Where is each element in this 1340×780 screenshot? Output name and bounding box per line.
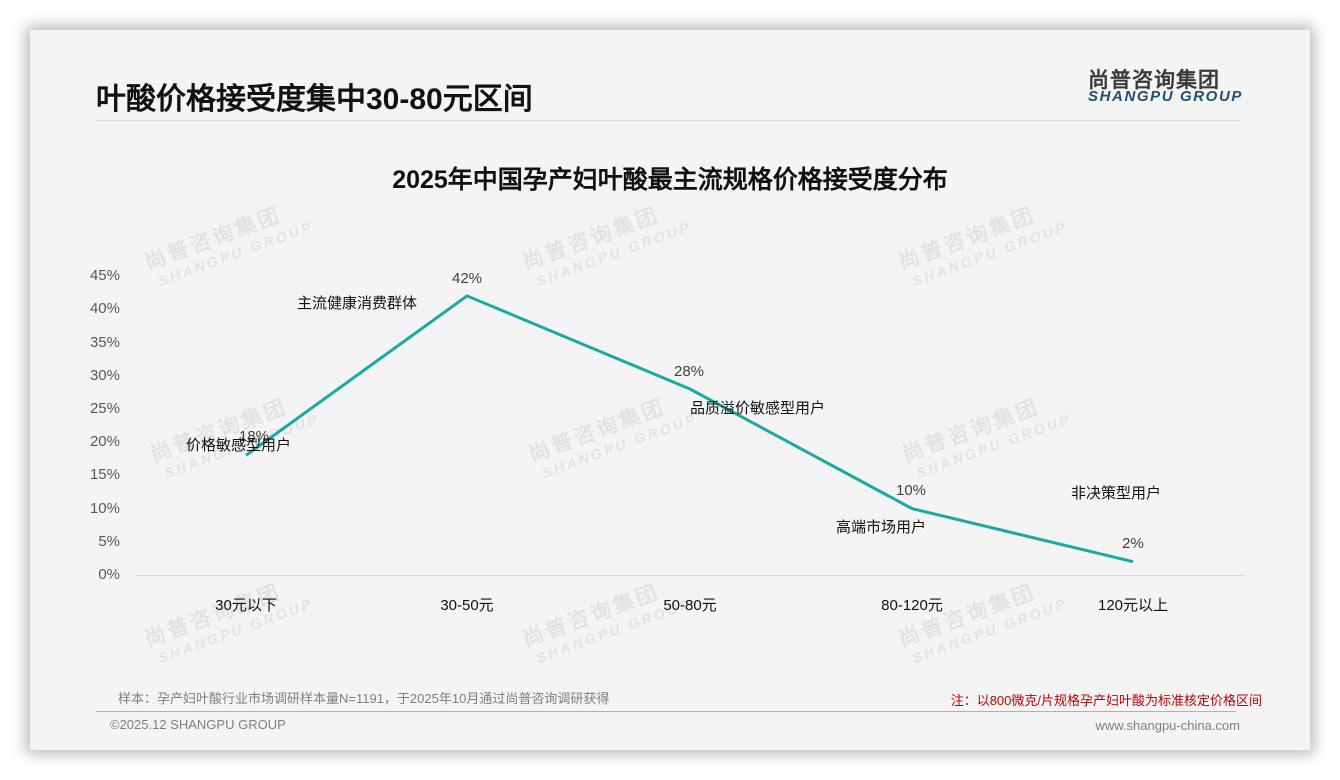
data-label: 10% — [895, 482, 927, 499]
x-tick-label: 120元以上 — [1097, 597, 1169, 614]
y-tick-label: 5% — [98, 533, 120, 550]
spec-note: 注：以800微克/片规格孕产妇叶酸为标准核定价格区间 — [950, 693, 1262, 708]
y-tick-label: 45% — [89, 267, 120, 284]
x-tick-label: 30元以下 — [215, 597, 277, 614]
segment-label: 非决策型用户 — [1071, 485, 1162, 502]
slide: 叶酸价格接受度集中30-80元区间 尚普咨询集团 SHANGPU GROUP 尚… — [30, 30, 1310, 750]
x-tick-label: 80-120元 — [881, 597, 943, 614]
logo-english-text: SHANGPU GROUP — [1088, 88, 1243, 105]
y-tick-label: 20% — [89, 433, 120, 450]
chart-title: 2025年中国孕产妇叶酸最主流规格价格接受度分布 — [392, 166, 948, 194]
title-divider — [96, 120, 1240, 121]
footer-divider — [96, 711, 1236, 712]
page-title: 叶酸价格接受度集中30-80元区间 — [96, 83, 533, 116]
x-tick-label: 50-80元 — [663, 597, 717, 614]
logo-chinese-text: 尚普咨询集团 — [1088, 69, 1220, 92]
x-axis-line — [135, 575, 1245, 576]
line-series — [245, 294, 1134, 564]
segment-label: 主流健康消费群体 — [297, 295, 418, 312]
y-tick-label: 25% — [89, 400, 120, 417]
data-label: 42% — [451, 270, 483, 287]
data-label: 18% — [238, 428, 270, 445]
segment-label: 品质溢价敏感型用户 — [690, 400, 826, 417]
sample-note: 样本：孕产妇叶酸行业市场调研样本量N=1191，于2025年10月通过尚普咨询调… — [118, 691, 610, 706]
data-label: 2% — [1122, 535, 1144, 552]
website-link[interactable]: www.shangpu-china.com — [1095, 718, 1240, 733]
y-tick-label: 40% — [89, 300, 120, 317]
data-label: 28% — [673, 363, 705, 380]
y-tick-label: 15% — [89, 466, 120, 483]
y-tick-label: 30% — [89, 367, 120, 384]
y-tick-label: 10% — [89, 500, 120, 517]
y-tick-label: 0% — [98, 566, 120, 583]
copyright-text: ©2025.12 SHANGPU GROUP — [110, 717, 286, 732]
x-tick-label: 30-50元 — [440, 597, 494, 614]
segment-label: 价格敏感型用户 — [186, 437, 292, 454]
y-tick-label: 35% — [89, 334, 120, 351]
segment-label: 高端市场用户 — [836, 519, 927, 536]
